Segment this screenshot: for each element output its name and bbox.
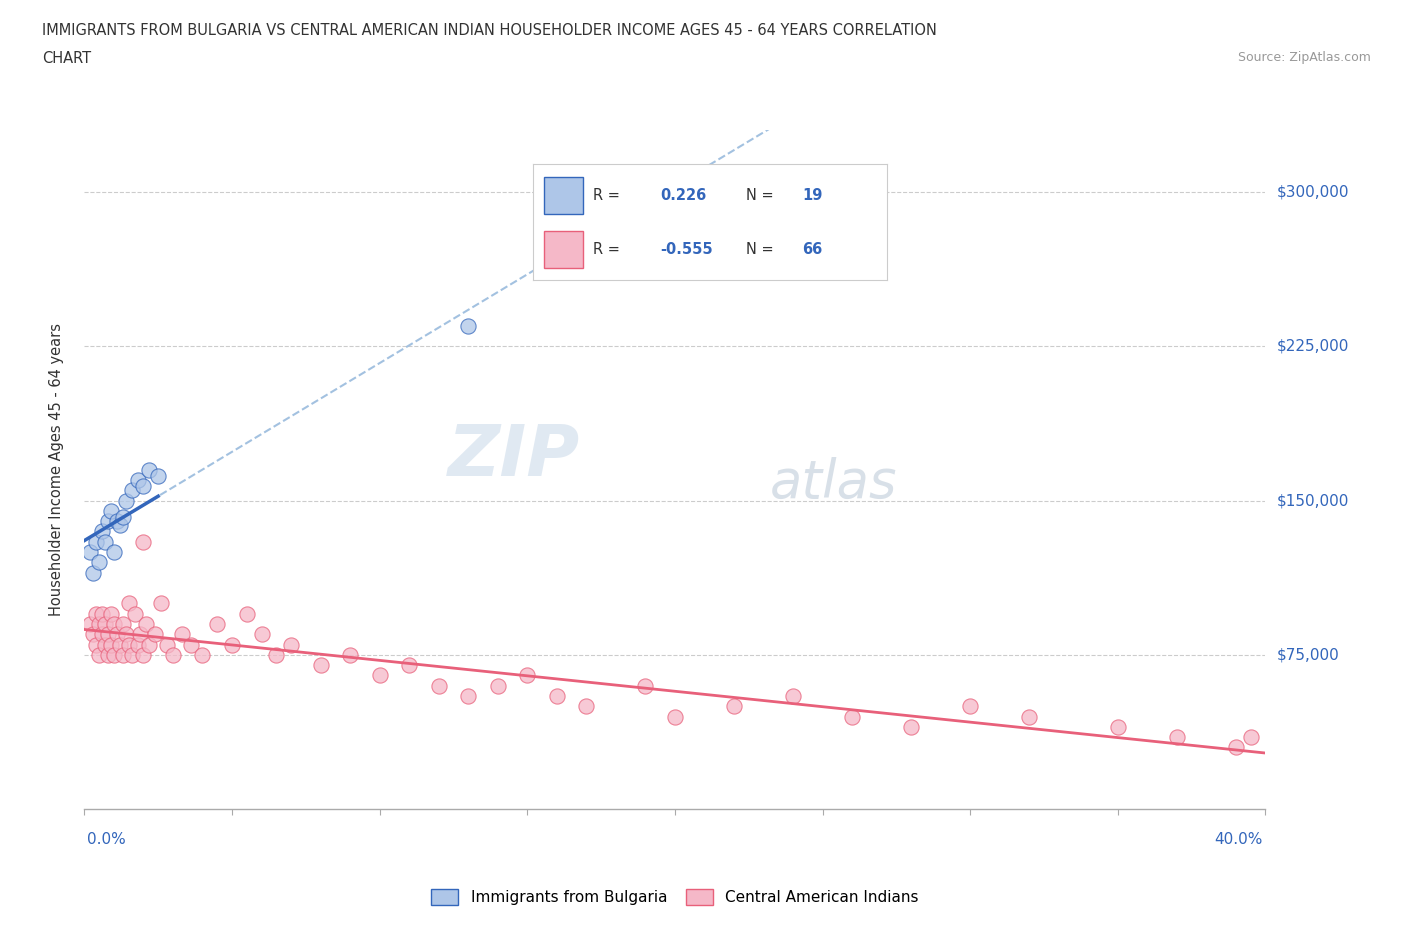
Point xyxy=(170,627,193,642)
Text: $75,000: $75,000 xyxy=(1277,647,1340,662)
Point xyxy=(135,617,157,631)
Point xyxy=(516,668,538,683)
Point xyxy=(782,688,804,703)
Point xyxy=(118,596,141,611)
Point xyxy=(114,493,136,508)
Point xyxy=(94,617,117,631)
Legend: Immigrants from Bulgaria, Central American Indians: Immigrants from Bulgaria, Central Americ… xyxy=(423,882,927,913)
Point xyxy=(84,637,107,652)
Point xyxy=(111,617,134,631)
Text: $300,000: $300,000 xyxy=(1277,184,1348,199)
Point xyxy=(309,658,332,672)
Point xyxy=(87,647,111,662)
Text: CHART: CHART xyxy=(42,51,91,66)
Point xyxy=(97,647,120,662)
Point xyxy=(457,318,479,333)
Point xyxy=(1107,720,1129,735)
Point xyxy=(108,518,131,533)
Point xyxy=(398,658,420,672)
Point xyxy=(250,627,273,642)
Point xyxy=(205,617,228,631)
Point xyxy=(82,627,104,642)
Point xyxy=(132,479,155,494)
Point xyxy=(235,606,259,621)
Text: IMMIGRANTS FROM BULGARIA VS CENTRAL AMERICAN INDIAN HOUSEHOLDER INCOME AGES 45 -: IMMIGRANTS FROM BULGARIA VS CENTRAL AMER… xyxy=(42,23,936,38)
Point xyxy=(959,698,981,713)
Point xyxy=(97,627,120,642)
Point xyxy=(664,709,686,724)
Point xyxy=(486,678,509,693)
Point xyxy=(634,678,657,693)
Point xyxy=(723,698,745,713)
Point xyxy=(103,617,125,631)
Point xyxy=(118,637,141,652)
Text: $150,000: $150,000 xyxy=(1277,493,1348,508)
Point xyxy=(108,637,131,652)
Point xyxy=(162,647,184,662)
Point xyxy=(132,647,155,662)
Point xyxy=(1225,740,1247,755)
Point xyxy=(124,606,146,621)
Point xyxy=(546,688,568,703)
Point xyxy=(156,637,179,652)
Text: 0.0%: 0.0% xyxy=(87,832,127,847)
Point xyxy=(79,544,101,559)
Point xyxy=(111,647,134,662)
Point xyxy=(87,617,111,631)
Point xyxy=(143,627,166,642)
Point xyxy=(150,596,173,611)
Point xyxy=(280,637,302,652)
Point xyxy=(180,637,202,652)
Point xyxy=(105,513,128,528)
Point xyxy=(84,606,107,621)
Point xyxy=(127,637,149,652)
Point xyxy=(94,534,117,549)
Point xyxy=(103,647,125,662)
Point xyxy=(97,513,120,528)
Point xyxy=(427,678,450,693)
Point xyxy=(191,647,214,662)
Point xyxy=(127,472,149,487)
Point xyxy=(900,720,922,735)
Point xyxy=(84,534,107,549)
Point xyxy=(575,698,598,713)
Text: atlas: atlas xyxy=(769,458,897,510)
Point xyxy=(138,637,160,652)
Point xyxy=(114,627,136,642)
Point xyxy=(100,503,122,518)
Text: $225,000: $225,000 xyxy=(1277,339,1348,353)
Point xyxy=(221,637,243,652)
Point xyxy=(79,617,101,631)
Point xyxy=(103,544,125,559)
Point xyxy=(100,606,122,621)
Point xyxy=(368,668,391,683)
Point xyxy=(91,524,114,538)
Point xyxy=(1240,730,1263,745)
Point xyxy=(132,534,155,549)
Point xyxy=(91,606,114,621)
Point xyxy=(100,637,122,652)
Point xyxy=(457,688,479,703)
Text: 40.0%: 40.0% xyxy=(1215,832,1263,847)
Point xyxy=(105,627,128,642)
Point xyxy=(264,647,288,662)
Point xyxy=(841,709,863,724)
Point xyxy=(148,469,170,484)
Point xyxy=(82,565,104,580)
Point xyxy=(1018,709,1040,724)
Point xyxy=(94,637,117,652)
Point xyxy=(121,483,143,498)
Point xyxy=(111,510,134,525)
Y-axis label: Householder Income Ages 45 - 64 years: Householder Income Ages 45 - 64 years xyxy=(49,323,63,617)
Point xyxy=(1166,730,1188,745)
Text: ZIP: ZIP xyxy=(449,421,581,490)
Point xyxy=(91,627,114,642)
Text: Source: ZipAtlas.com: Source: ZipAtlas.com xyxy=(1237,51,1371,64)
Point xyxy=(138,462,160,477)
Point xyxy=(129,627,152,642)
Point xyxy=(87,555,111,570)
Point xyxy=(121,647,143,662)
Point xyxy=(339,647,361,662)
